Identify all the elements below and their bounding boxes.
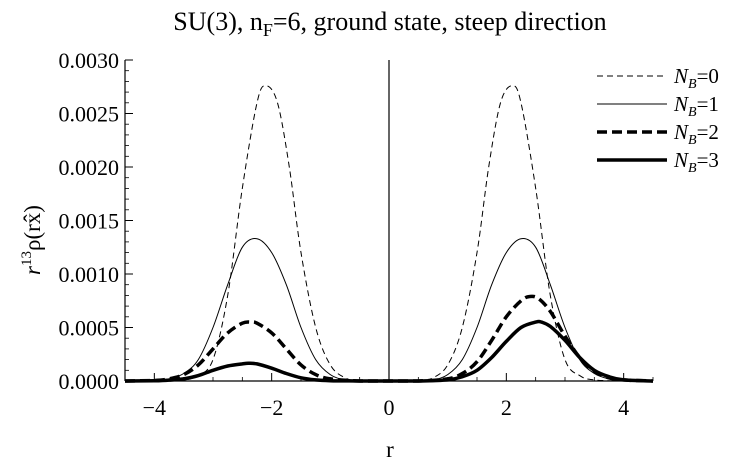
y-tick-label: 0.0030 <box>59 48 120 73</box>
y-tick-label: 0.0000 <box>59 369 120 394</box>
legend-label-main: N <box>673 148 689 172</box>
ylabel-close: ) <box>20 205 45 213</box>
y-tick-label: 0.0010 <box>59 262 120 287</box>
ylabel-r: r <box>20 265 45 275</box>
legend-label-nb1: NB=1 <box>673 92 719 120</box>
title-main: SU(3), n <box>173 7 263 36</box>
ylabel-exponent: 13 <box>19 251 35 266</box>
legend-label-main: N <box>673 120 689 144</box>
legend-label-sub: B <box>688 77 697 92</box>
title-subscript: F <box>263 20 273 40</box>
legend-label-main: N <box>673 64 689 88</box>
legend-label-sub: B <box>688 161 697 176</box>
title-rest: =6, ground state, steep direction <box>273 7 607 36</box>
chart-title: SU(3), nF=6, ground state, steep directi… <box>173 7 606 40</box>
series-group <box>124 85 654 383</box>
legend-label-main: N <box>673 92 689 116</box>
ylabel-rho: ρ(r <box>20 224 45 251</box>
y-tick-label: 0.0015 <box>59 209 120 234</box>
x-tick-label: 0 <box>384 395 395 420</box>
y-tick-label: 0.0020 <box>59 155 120 180</box>
legend-label-value: =1 <box>697 92 719 116</box>
legend-label-value: =2 <box>697 120 719 144</box>
x-axis-label: r <box>386 437 394 462</box>
y-tick-label: 0.0005 <box>59 316 120 341</box>
legend-label-nb3: NB=3 <box>673 148 719 176</box>
y-axis-label: r13ρ(rx̂) <box>19 205 45 275</box>
svg-text:r13ρ(rx̂): r13ρ(rx̂) <box>19 205 45 275</box>
x-tick-label: 2 <box>501 395 512 420</box>
legend-label-sub: B <box>688 105 697 120</box>
y-tick-label: 0.0025 <box>59 102 120 127</box>
legend-label-nb0: NB=0 <box>673 64 719 92</box>
axes: 0.0000 0.0005 0.0010 0.0015 0.0020 0.0025 0.00… <box>59 48 654 420</box>
legend-label-sub: B <box>688 133 697 148</box>
series-line-nb3 <box>124 319 654 383</box>
legend-label-nb2: NB=2 <box>673 120 719 148</box>
x-tick-label: −4 <box>143 395 166 420</box>
x-tick-label: 4 <box>618 395 629 420</box>
legend-label-value: =0 <box>697 64 719 88</box>
legend-label-value: =3 <box>697 148 719 172</box>
legend: NB=0NB=1NB=2NB=3 <box>597 64 719 176</box>
x-tick-label: −2 <box>260 395 283 420</box>
ylabel-xhat: x̂ <box>20 212 45 224</box>
